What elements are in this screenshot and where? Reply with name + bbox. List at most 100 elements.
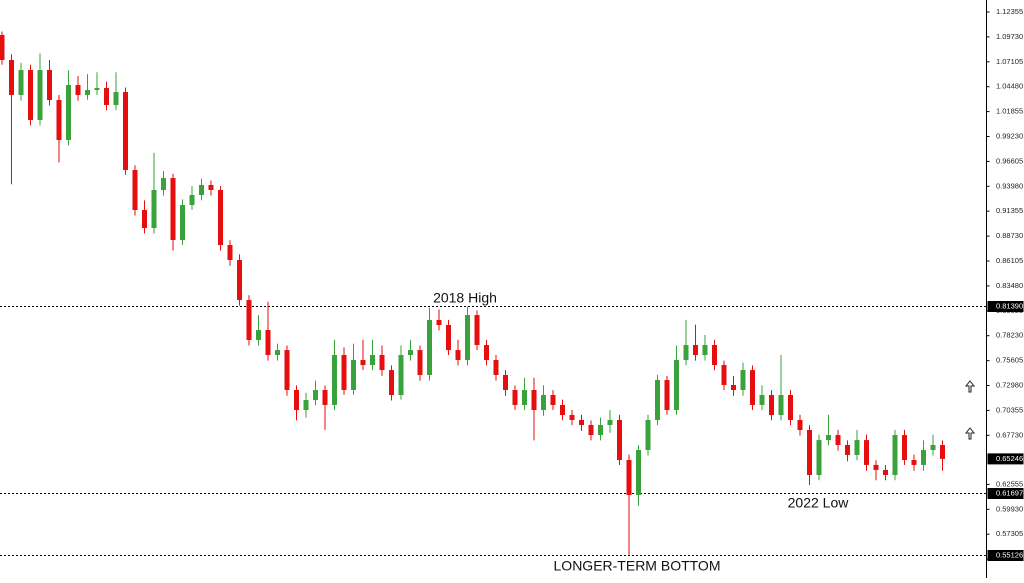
y-tick-label: 0.91355 xyxy=(996,206,1023,215)
candle-body xyxy=(541,395,546,410)
arrow-icon xyxy=(964,427,976,440)
candle-body xyxy=(503,374,508,390)
candle-body xyxy=(341,354,347,390)
candle-body xyxy=(759,395,765,405)
y-tick-label: 1.04480 xyxy=(996,82,1023,91)
candle-body xyxy=(0,35,5,60)
candle-body xyxy=(370,354,375,366)
candle-body xyxy=(446,325,451,351)
candles xyxy=(0,31,945,555)
candle-body xyxy=(873,464,879,470)
candle-body xyxy=(389,370,394,396)
candle-body xyxy=(28,70,33,121)
candle-body xyxy=(864,440,869,465)
y-tick-label: 0.78230 xyxy=(996,331,1023,340)
candle-body xyxy=(284,350,290,390)
candle-body xyxy=(246,300,252,340)
candle-body xyxy=(379,354,385,371)
candle-body xyxy=(398,354,404,396)
candle-body xyxy=(493,360,499,375)
candle-body xyxy=(436,319,442,326)
candle-body xyxy=(256,330,261,340)
candle-body xyxy=(189,195,195,205)
y-tick-label: 0.62555 xyxy=(996,479,1023,488)
candle-body xyxy=(512,389,518,405)
candle-body xyxy=(731,384,736,390)
price-label-box xyxy=(987,550,1024,561)
candle-body xyxy=(854,440,860,455)
candle-body xyxy=(275,350,280,355)
candle-body xyxy=(427,319,432,375)
candle-body xyxy=(104,88,109,106)
candle-body xyxy=(417,350,423,375)
candle-body xyxy=(930,445,936,451)
candle-body xyxy=(940,445,945,459)
candle-body xyxy=(322,389,328,405)
candle-body xyxy=(180,204,185,241)
y-tick-label: 1.12355 xyxy=(996,7,1023,16)
candle-body xyxy=(161,178,166,191)
y-tick-label: 0.70355 xyxy=(996,405,1023,414)
candle-body xyxy=(911,459,917,465)
candle-body xyxy=(18,70,24,95)
candle-body xyxy=(237,260,242,301)
candle-body xyxy=(85,90,90,95)
candle-body xyxy=(227,245,233,261)
y-tick-label: 1.01855 xyxy=(996,107,1023,116)
y-tick-label: 0.83480 xyxy=(996,281,1023,290)
candle-body xyxy=(702,345,708,355)
candle-body xyxy=(721,365,727,385)
candle-body xyxy=(902,435,907,460)
candle-body xyxy=(636,450,641,495)
candle-body xyxy=(294,389,299,410)
arrow-icon xyxy=(964,380,976,393)
candle-body xyxy=(170,178,176,241)
candle-body xyxy=(550,395,556,405)
candle-body xyxy=(56,99,62,141)
y-tick-label: 0.57305 xyxy=(996,529,1023,538)
annotation: 2018 High xyxy=(433,290,497,306)
candle-body xyxy=(465,315,470,361)
candle-body xyxy=(617,419,622,460)
candle-body xyxy=(474,315,480,346)
candle-body xyxy=(683,345,689,361)
y-tick-label: 0.96605 xyxy=(996,156,1023,165)
y-tick-label: 1.07105 xyxy=(996,57,1023,66)
y-tick-label: 0.72980 xyxy=(996,381,1023,390)
candle-body xyxy=(484,345,489,361)
candle-body xyxy=(151,190,157,229)
candle-body xyxy=(408,350,413,355)
candle-body xyxy=(845,445,850,455)
candle-body xyxy=(588,424,594,436)
current-price-box xyxy=(987,453,1024,465)
candle-body xyxy=(607,419,613,425)
price-label: 0.81390 xyxy=(996,301,1023,310)
candle-body xyxy=(208,184,214,191)
candle-body xyxy=(569,415,575,420)
candle-body xyxy=(313,389,318,401)
y-tick-label: 0.93980 xyxy=(996,181,1023,190)
candle-body xyxy=(664,380,670,410)
candle-body xyxy=(113,92,119,106)
candle-body xyxy=(94,88,100,91)
annotation: LONGER-TERM BOTTOM xyxy=(554,558,721,574)
candle-body xyxy=(807,430,812,475)
y-tick-label: 0.86105 xyxy=(996,256,1023,265)
candle-body xyxy=(674,360,679,410)
candle-body xyxy=(66,84,71,141)
candle-body xyxy=(778,395,784,416)
candle-body xyxy=(740,370,746,390)
y-tick-label: 0.88730 xyxy=(996,231,1023,240)
candle-body xyxy=(797,419,803,431)
candle-body xyxy=(712,345,717,366)
candle-body xyxy=(655,380,660,420)
y-tick-label: 1.09730 xyxy=(996,32,1023,41)
candle-body xyxy=(522,389,527,405)
candle-body xyxy=(360,360,366,366)
candle-body xyxy=(531,389,537,410)
price-label: 0.61697 xyxy=(996,488,1023,497)
candle-body xyxy=(693,345,698,355)
candle-body xyxy=(769,395,774,416)
